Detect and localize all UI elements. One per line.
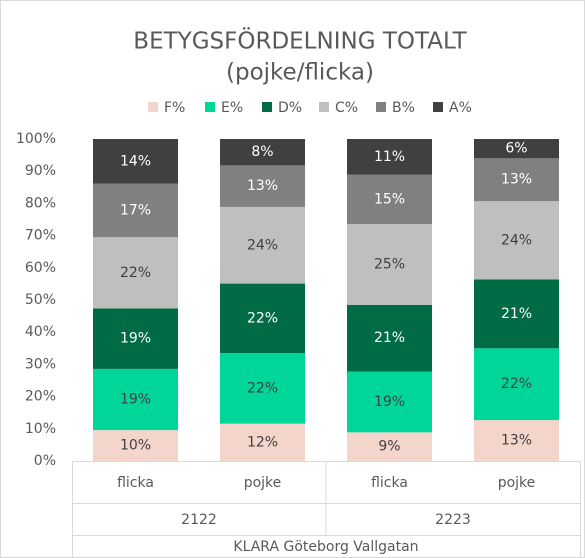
bar-segment (220, 139, 305, 166)
bar-segment (93, 237, 178, 309)
data-label: 19% (374, 394, 405, 410)
legend-label: E% (221, 100, 243, 116)
bar-segment (220, 353, 305, 424)
category-supergroup-label: KLARA Göteborg Vallgatan (233, 539, 418, 555)
data-label: 8% (251, 144, 273, 160)
data-label: 22% (247, 310, 278, 326)
bar-segment (474, 279, 559, 349)
legend-label: D% (278, 100, 302, 116)
bar-segment (474, 420, 559, 461)
y-tick-label: 20% (25, 389, 56, 405)
y-tick-label: 70% (25, 228, 56, 244)
legend-label: C% (335, 100, 358, 116)
bar-segment (93, 139, 178, 184)
x-tick-label: flicka (117, 475, 154, 491)
bar-segment (220, 165, 305, 207)
data-label: 13% (247, 178, 278, 194)
bar-segment (347, 432, 432, 461)
data-label: 19% (120, 391, 151, 407)
data-label: 13% (501, 172, 532, 188)
data-label: 24% (501, 232, 532, 248)
data-label: 25% (374, 256, 405, 272)
data-label: 22% (120, 265, 151, 281)
bar-segment (347, 371, 432, 433)
chart-subtitle: (pojke/flicka) (226, 60, 374, 86)
bar-segment (347, 224, 432, 305)
data-label: 9% (378, 439, 400, 455)
data-label: 22% (247, 380, 278, 396)
y-tick-label: 60% (25, 260, 56, 276)
data-label: 13% (501, 433, 532, 449)
x-tick-label: pojke (498, 475, 536, 491)
bar-segment (220, 283, 305, 354)
bar-segment (93, 430, 178, 461)
category-group-label: 2223 (435, 512, 471, 528)
bar-segment (474, 348, 559, 421)
bar-segment (93, 368, 178, 431)
legend-swatch (262, 102, 272, 112)
legend-label: F% (164, 100, 185, 116)
y-tick-label: 80% (25, 195, 56, 211)
data-label: 24% (247, 237, 278, 253)
y-tick-label: 10% (25, 421, 56, 437)
legend-label: A% (449, 100, 472, 116)
bar-segment (93, 308, 178, 369)
x-tick-label: flicka (371, 475, 408, 491)
bar-segment (93, 183, 178, 238)
bar-segment (347, 139, 432, 175)
legend-swatch (433, 102, 443, 112)
y-tick-label: 90% (25, 163, 56, 179)
category-group-label: 2122 (181, 512, 217, 528)
y-tick-label: 30% (25, 356, 56, 372)
data-label: 10% (120, 438, 151, 454)
legend-swatch (148, 102, 158, 112)
data-label: 17% (120, 202, 151, 218)
x-tick-label: pojke (244, 475, 282, 491)
data-label: 15% (374, 191, 405, 207)
chart-title: BETYGSFÖRDELNING TOTALT (133, 27, 467, 55)
bar-segment (474, 139, 559, 159)
bar-segment (347, 174, 432, 225)
y-tick-label: 40% (25, 324, 56, 340)
y-tick-label: 100% (16, 131, 56, 147)
data-label: 6% (505, 141, 527, 157)
data-label: 12% (247, 434, 278, 450)
data-label: 19% (120, 331, 151, 347)
bar-segment (474, 158, 559, 202)
legend-label: B% (392, 100, 415, 116)
legend-swatch (319, 102, 329, 112)
legend-swatch (205, 102, 215, 112)
data-label: 11% (374, 149, 405, 165)
bar-segment (474, 201, 559, 280)
data-label: 22% (501, 376, 532, 392)
legend-swatch (376, 102, 386, 112)
bar-segment (220, 423, 305, 461)
data-label: 14% (120, 153, 151, 169)
bar-segment (220, 206, 305, 284)
bar-segment (347, 304, 432, 372)
data-label: 21% (501, 306, 532, 322)
y-tick-label: 0% (34, 453, 56, 469)
y-tick-label: 50% (25, 292, 56, 308)
data-label: 21% (374, 330, 405, 346)
